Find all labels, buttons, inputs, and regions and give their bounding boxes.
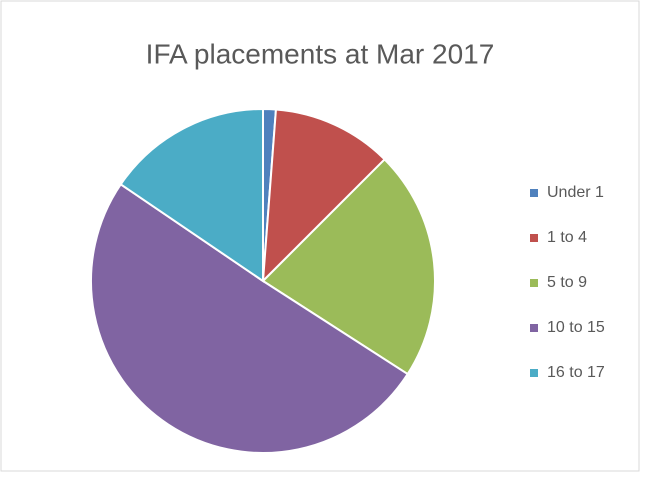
legend-label: 10 to 15 xyxy=(547,319,605,336)
chart-title: IFA placements at Mar 2017 xyxy=(146,38,495,69)
legend-swatch xyxy=(530,279,538,287)
pie-slice xyxy=(261,157,436,376)
legend-label: Under 1 xyxy=(547,184,604,201)
legend-swatch xyxy=(530,324,538,332)
legend-label: 1 to 4 xyxy=(547,229,587,246)
legend-label: 16 to 17 xyxy=(547,364,605,381)
legend-label: 5 to 9 xyxy=(547,274,587,291)
pie-slice xyxy=(261,108,387,284)
legend-swatch xyxy=(530,369,538,377)
pie-slice xyxy=(90,182,410,454)
legend-swatch xyxy=(530,234,538,242)
legend-swatch xyxy=(530,189,538,197)
pie-slice xyxy=(119,107,264,283)
